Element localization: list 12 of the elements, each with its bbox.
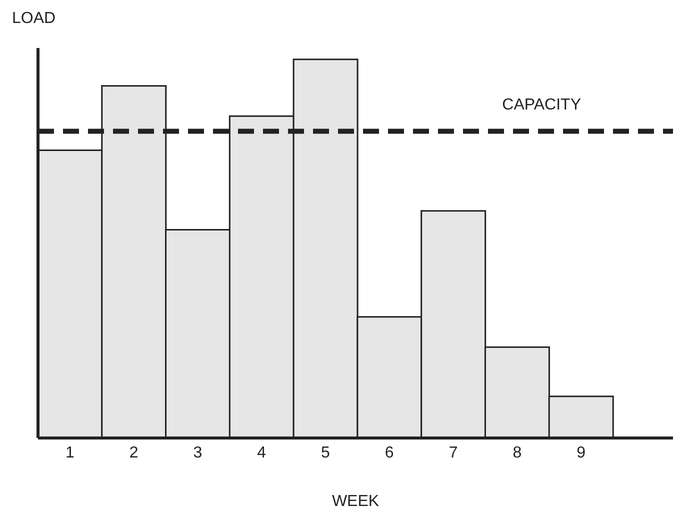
x-tick-label: 1 <box>65 444 74 462</box>
x-tick-label: 4 <box>257 444 266 462</box>
x-axis-title: WEEK <box>332 493 380 510</box>
x-tick-label: 2 <box>129 444 138 462</box>
x-tick-label: 9 <box>576 444 586 462</box>
x-tick-label: 3 <box>193 444 202 462</box>
ref-line-label: CAPACITY <box>502 96 582 114</box>
x-tick-label: 8 <box>512 444 522 462</box>
y-axis-title: LOAD <box>12 10 56 28</box>
x-tick-label: 6 <box>384 444 394 462</box>
x-tick-label: 5 <box>321 444 330 462</box>
x-tick-label: 7 <box>448 444 458 462</box>
